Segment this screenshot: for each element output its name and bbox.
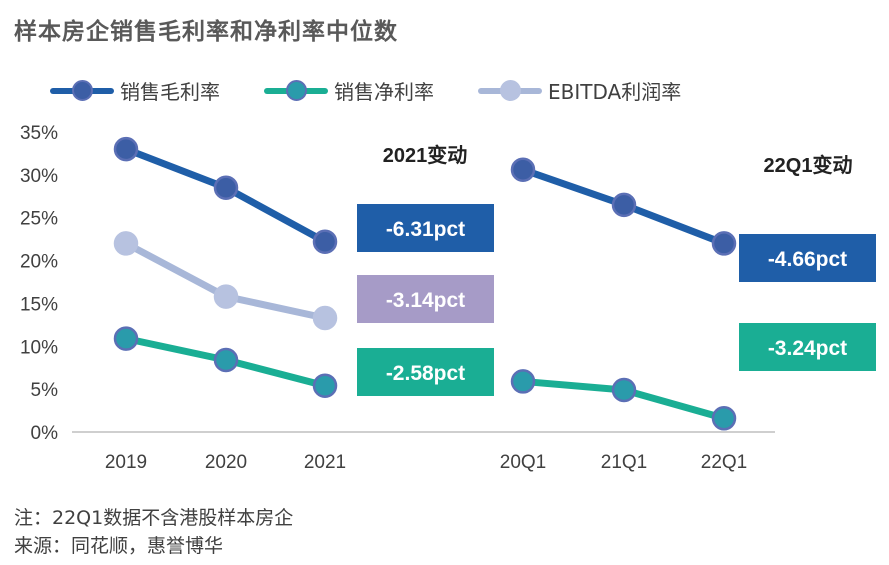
data-point-net: [312, 373, 338, 398]
legend: 销售毛利率 销售净利率 EBITDA利润率: [50, 76, 725, 105]
legend-item-net: 销售净利率: [264, 76, 434, 105]
line-chart: 0% 5% 10% 15% 20% 25% 30% 35% 2019 2020 2021 2021变动…: [20, 123, 876, 473]
x-tick-label: 2021: [304, 452, 346, 473]
panel-heading: 22Q1变动: [764, 153, 853, 177]
change-label-net: -2.58pct: [386, 362, 465, 385]
change-label-net: -3.24pct: [768, 337, 847, 360]
change-box-net: [357, 348, 494, 396]
y-tick-label: 5%: [31, 380, 59, 401]
y-tick-label: 30%: [20, 166, 58, 187]
x-tick-label: 22Q1: [701, 452, 747, 473]
y-tick-label: 25%: [20, 209, 58, 230]
legend-swatch-gross: [50, 79, 114, 103]
change-box-gross: [739, 234, 876, 282]
legend-label-gross: 销售毛利率: [120, 80, 220, 104]
data-point-gross: [611, 192, 637, 218]
data-point-gross: [213, 175, 239, 200]
change-label-ebitda: -3.14pct: [386, 289, 465, 312]
data-point-ebitda: [113, 231, 139, 256]
source-note: 来源：同花顺，惠誉博华: [14, 535, 224, 557]
legend-swatch-net: [264, 79, 328, 103]
legend-item-ebitda: EBITDA利润率: [478, 76, 681, 105]
data-point-net: [213, 347, 239, 373]
x-tick-label: 21Q1: [601, 452, 647, 473]
data-point-net: [510, 369, 536, 394]
chart-area: 0% 5% 10% 15% 20% 25% 30% 35% 2019 2020 2021 2021变动…: [0, 110, 889, 490]
change-box-net: [739, 323, 876, 371]
data-point-net: [711, 406, 737, 431]
y-tick-label: 35%: [20, 123, 58, 144]
data-point-net: [113, 326, 139, 351]
chart-title: 样本房企销售毛利率和净利率中位数: [14, 19, 398, 45]
change-label-gross: -4.66pct: [768, 248, 847, 271]
x-tick-label: 2019: [105, 452, 147, 473]
y-tick-label: 10%: [20, 337, 58, 358]
footnote: 注：22Q1数据不含港股样本房企: [14, 507, 294, 529]
data-point-ebitda: [213, 284, 239, 309]
data-point-net: [611, 377, 637, 403]
change-label-gross: -6.31pct: [386, 218, 465, 241]
x-tick-label: 20Q1: [500, 452, 546, 473]
y-tick-label: 15%: [20, 294, 58, 315]
data-point-gross: [711, 231, 737, 256]
legend-label-net: 销售净利率: [334, 80, 434, 104]
data-point-ebitda: [312, 305, 338, 331]
data-point-gross: [312, 229, 338, 254]
data-point-gross: [113, 136, 139, 162]
panel-heading: 2021变动: [383, 143, 468, 167]
legend-label-ebitda: EBITDA利润率: [548, 80, 682, 104]
change-box-ebitda: [357, 275, 494, 323]
change-box-gross: [357, 204, 494, 252]
legend-swatch-ebitda: [478, 79, 542, 103]
y-tick-label: 20%: [20, 252, 58, 273]
y-tick-label: 0%: [31, 423, 59, 444]
legend-item-gross: 销售毛利率: [50, 76, 220, 105]
data-point-gross: [510, 157, 536, 182]
x-tick-label: 2020: [205, 452, 247, 473]
